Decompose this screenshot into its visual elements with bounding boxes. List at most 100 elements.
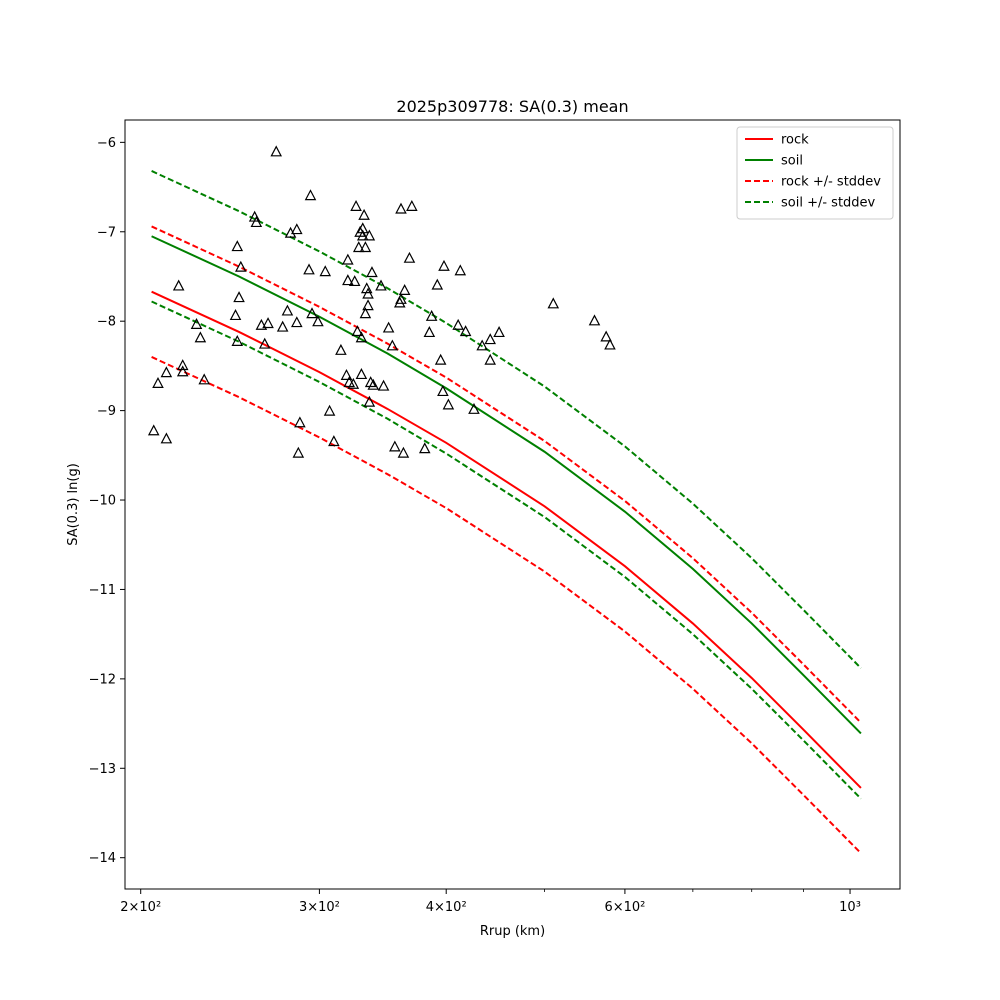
observation-point-25 (291, 316, 303, 328)
observation-point-14 (233, 291, 245, 303)
observation-point-45 (352, 241, 365, 253)
y-tick-label-9: −14 (89, 851, 116, 866)
observation-point-84 (459, 325, 472, 337)
observation-point-73 (406, 199, 418, 211)
observation-point-56 (362, 299, 374, 311)
y-axis-label: SA(0.3) ln(g) (66, 463, 81, 546)
observation-point-74 (418, 442, 431, 454)
observation-point-3 (160, 366, 173, 378)
observation-point-82 (452, 318, 464, 330)
observation-point-5 (172, 279, 185, 291)
observation-point-60 (366, 266, 378, 278)
observation-point-55 (362, 287, 374, 299)
observation-point-47 (355, 368, 368, 380)
observation-point-21 (270, 145, 283, 157)
legend-label-2: soil (781, 154, 803, 169)
observation-point-80 (438, 259, 450, 271)
observation-point-78 (434, 353, 447, 365)
observation-point-42 (348, 275, 361, 287)
observation-point-29 (303, 263, 315, 275)
x-axis-label: Rrup (km) (480, 924, 545, 939)
observation-point-10 (198, 373, 211, 385)
chart-title: 2025p309778: SA(0.3) mean (396, 97, 628, 116)
observation-point-44 (351, 325, 364, 337)
legend-label-3: rock +/- stddev (781, 175, 881, 190)
x-tick-label-3: 4×10² (426, 900, 467, 915)
observation-point-63 (377, 379, 390, 391)
observation-point-76 (425, 309, 438, 321)
observation-point-27 (292, 446, 305, 458)
observation-point-52 (359, 307, 372, 319)
observation-point-83 (454, 264, 467, 276)
y-tick-label-6: −11 (89, 583, 116, 598)
observation-point-57 (363, 229, 376, 241)
observation-point-30 (304, 189, 317, 201)
observation-point-50 (356, 229, 369, 241)
observation-point-77 (431, 278, 444, 290)
x-tick-label-5: 10³ (839, 900, 861, 915)
y-tick-label-1: −6 (97, 136, 116, 151)
observation-point-48 (355, 331, 368, 343)
observation-point-34 (323, 404, 336, 416)
observation-point-88 (484, 333, 497, 345)
observation-point-41 (347, 377, 360, 389)
observation-point-66 (389, 440, 401, 452)
observation-point-36 (335, 343, 347, 355)
observation-point-49 (356, 222, 369, 234)
y-tick-label-8: −13 (89, 762, 116, 777)
observation-point-31 (306, 307, 318, 319)
observation-point-68 (395, 292, 407, 304)
observation-point-43 (350, 199, 362, 211)
axes-frame (124, 119, 901, 890)
y-tick-label-3: −8 (97, 315, 116, 330)
observation-point-87 (484, 353, 497, 365)
observation-point-2 (152, 376, 164, 388)
x-tick-label-2: 3×10² (299, 900, 340, 915)
observation-point-19 (258, 337, 271, 349)
observation-point-11 (229, 309, 242, 321)
observation-point-81 (442, 398, 455, 410)
series-line-2 (151, 235, 862, 735)
observation-point-93 (604, 338, 616, 350)
x-tick-label-1: 2×10² (120, 900, 161, 915)
observation-point-1 (147, 424, 160, 436)
series-line-1 (151, 290, 862, 789)
observation-point-12 (231, 334, 244, 346)
legend-label-4: soil +/- stddev (781, 196, 876, 211)
plot-area (147, 145, 862, 854)
observation-point-91 (588, 314, 601, 326)
observation-point-70 (397, 446, 410, 458)
observation-point-72 (403, 251, 416, 263)
axes: 2×10² 3×10² 4×10² 6×10² 10³ −6 −7 −8 −9 −10 −11 −12… (89, 136, 861, 915)
observation-point-61 (367, 378, 380, 390)
observation-point-62 (375, 279, 387, 291)
observation-point-79 (437, 385, 449, 397)
observation-point-33 (319, 265, 332, 277)
observation-point-23 (281, 304, 294, 316)
observation-point-59 (364, 376, 377, 388)
series-line-6 (151, 300, 862, 800)
y-tick-label-4: −9 (97, 404, 116, 419)
y-tick-label-2: −7 (97, 225, 116, 240)
observation-point-90 (547, 297, 560, 309)
series-line-5 (151, 170, 862, 669)
observation-point-17 (250, 216, 263, 228)
observation-point-26 (291, 223, 303, 235)
observation-point-7 (176, 365, 189, 377)
observation-point-20 (262, 317, 274, 329)
observation-point-64 (382, 321, 395, 333)
observation-point-39 (342, 274, 354, 286)
observation-point-53 (359, 241, 372, 253)
observation-point-32 (312, 315, 324, 327)
observation-point-37 (340, 368, 353, 380)
observation-point-8 (190, 317, 203, 329)
observation-point-75 (423, 326, 436, 338)
legend-box (736, 126, 894, 220)
observation-point-58 (363, 395, 376, 407)
series-line-4 (151, 356, 862, 854)
observation-point-85 (468, 402, 480, 414)
y-tick-label-7: −12 (89, 672, 116, 687)
observation-point-15 (235, 260, 247, 272)
observation-point-9 (194, 331, 207, 343)
